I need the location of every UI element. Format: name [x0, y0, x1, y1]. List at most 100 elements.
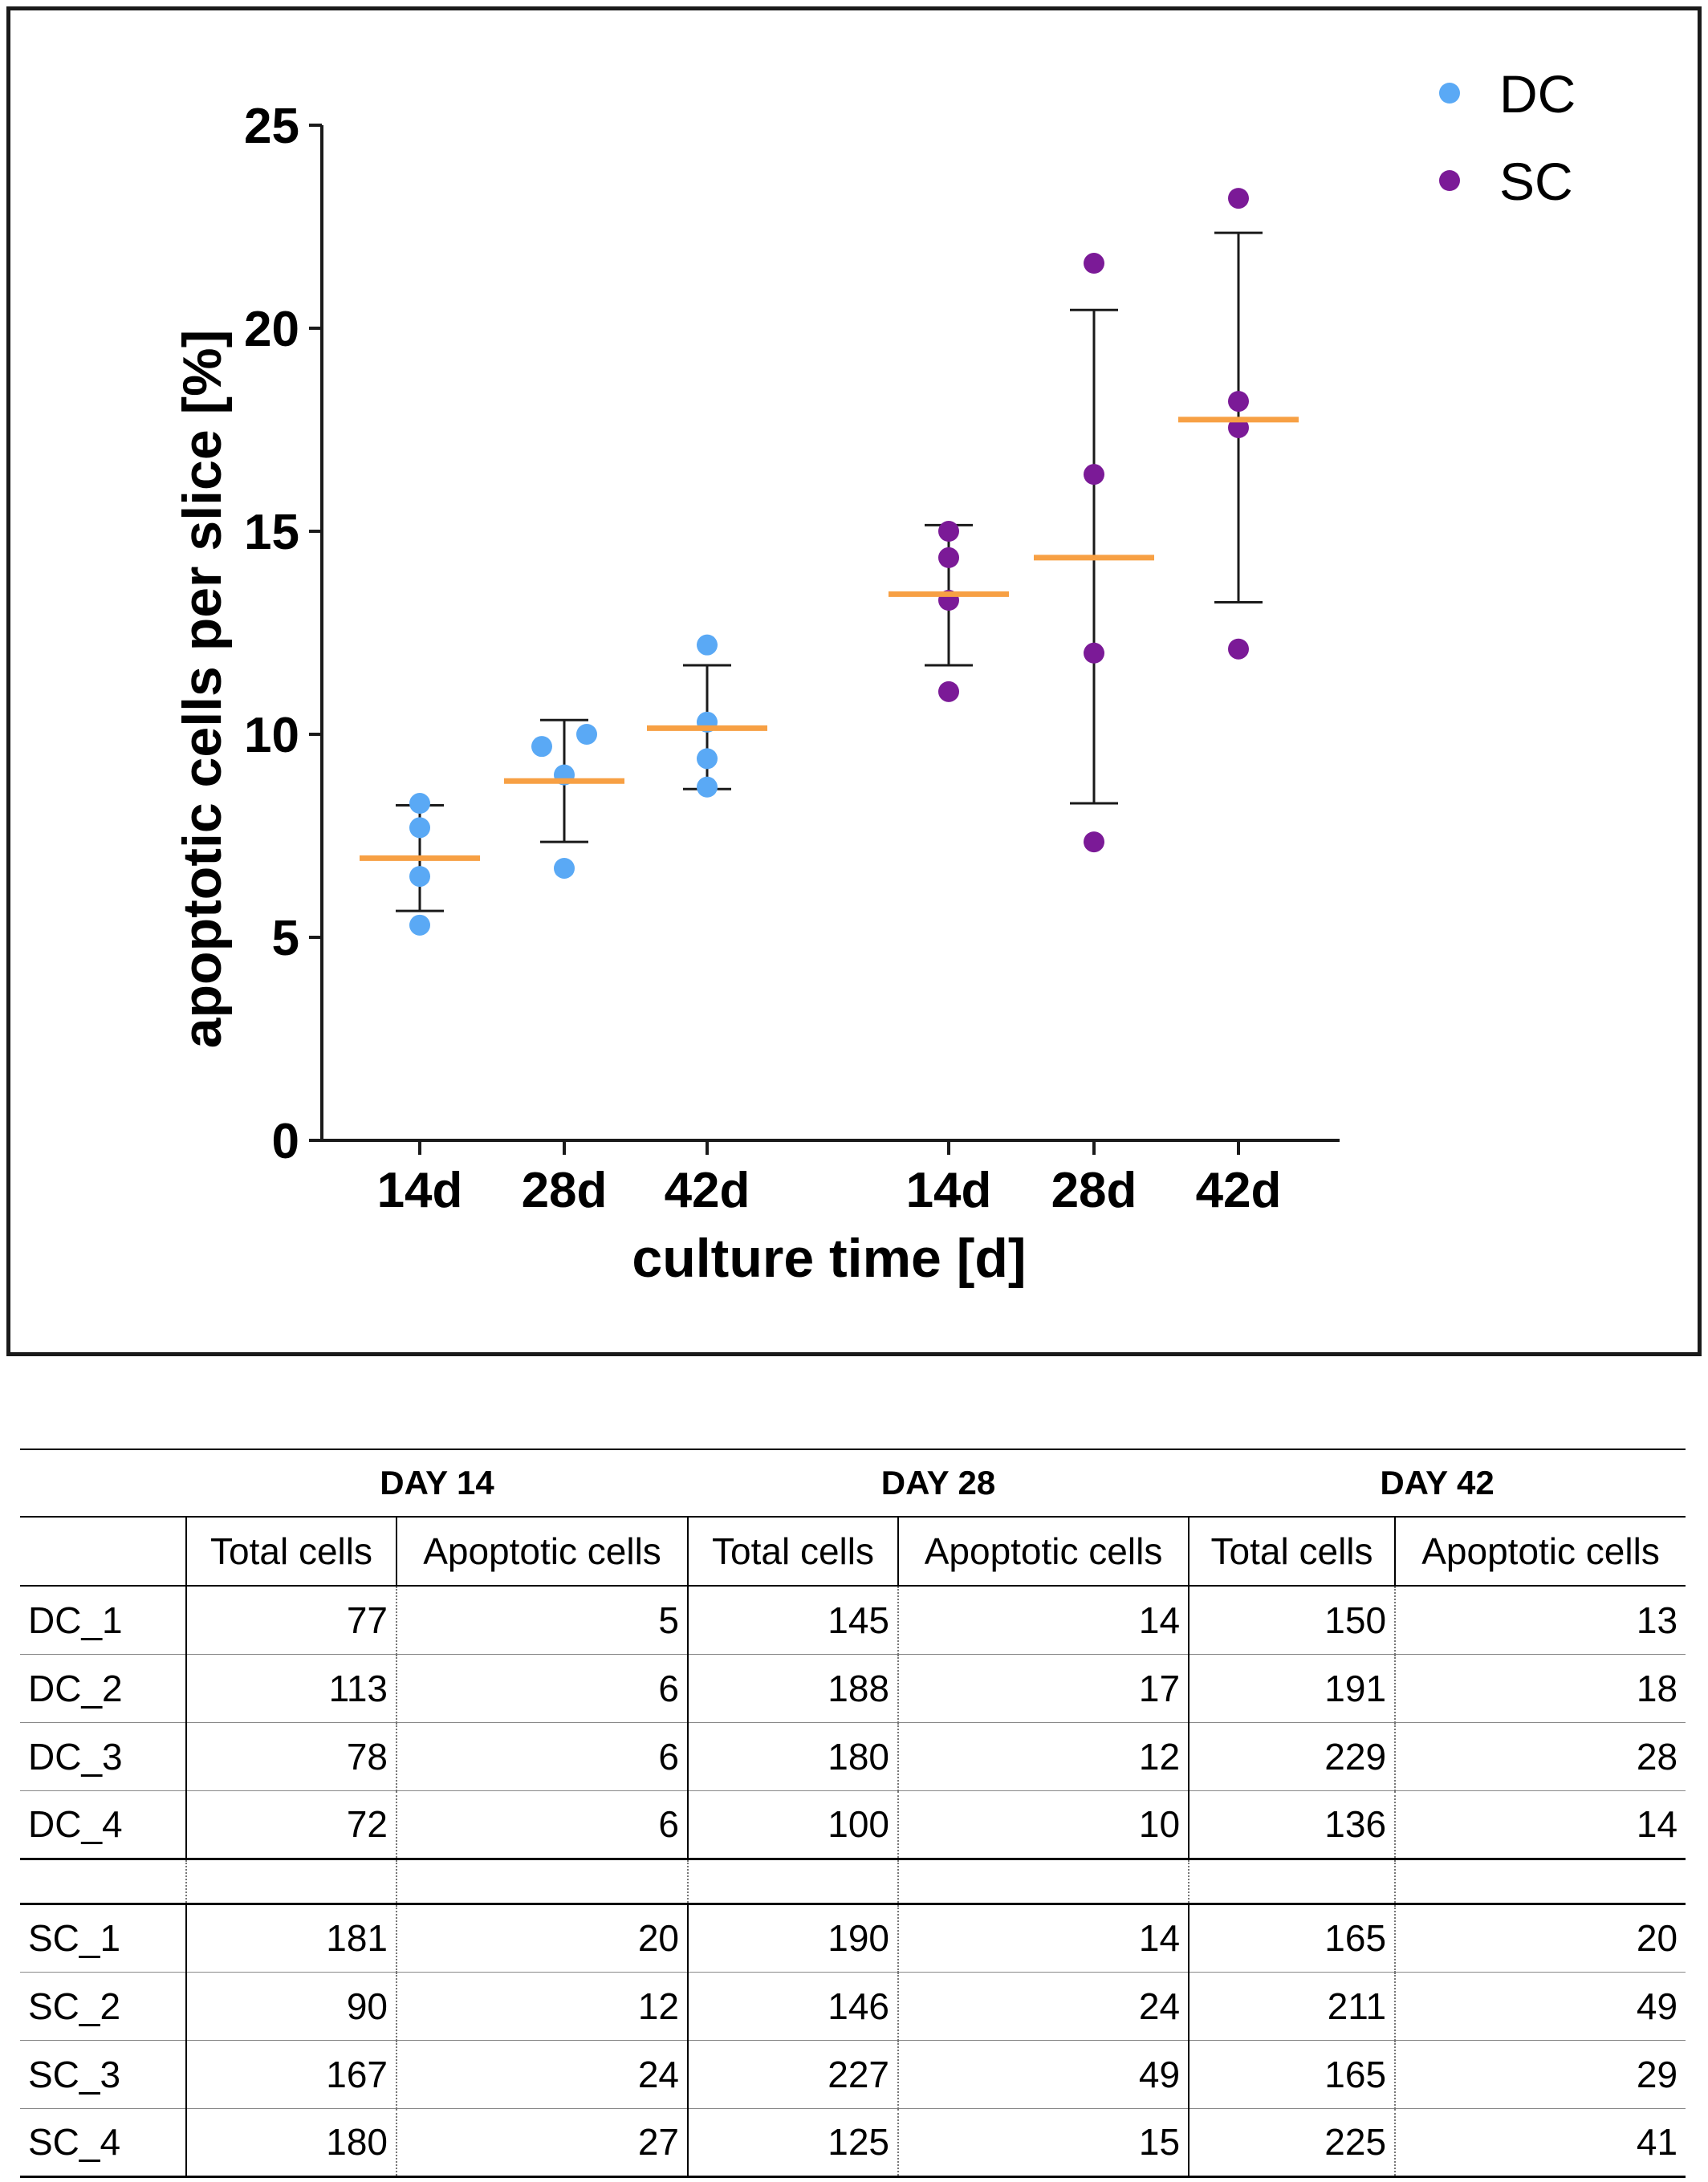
table-cell: 15 — [897, 2108, 1190, 2178]
data-point-dc — [576, 724, 597, 745]
table-cell: 165 — [1188, 1904, 1396, 1973]
y-tick-label: 15 — [244, 505, 299, 560]
spacer-cell — [1188, 1859, 1396, 1905]
y-tick-label: 25 — [244, 99, 299, 154]
data-point-sc — [1084, 253, 1104, 274]
data-point-sc — [1084, 464, 1104, 486]
data-point-dc — [409, 866, 430, 888]
table-row: DC_1 77 5 145 14 150 13 — [20, 1586, 1686, 1655]
row-label: DC_4 — [20, 1790, 186, 1860]
table-group-header: DAY 42 — [1380, 1464, 1494, 1501]
table-cell: 100 — [687, 1790, 899, 1860]
table-subheader-row: Total cells Apoptotic cells Total cells … — [20, 1517, 1686, 1586]
table-cell: 14 — [897, 1586, 1190, 1655]
table-cell: 229 — [1188, 1722, 1396, 1791]
row-label: SC_2 — [20, 1972, 186, 2041]
table-cell: 27 — [395, 2108, 689, 2178]
data-point-sc — [1228, 188, 1249, 209]
table-column-header: Apoptotic cells — [1394, 1517, 1686, 1586]
spacer-cell — [20, 1859, 186, 1905]
spacer-cell — [897, 1859, 1190, 1905]
table-row: SC_1 181 20 190 14 165 20 — [20, 1904, 1686, 1973]
table-group-header: DAY 14 — [380, 1464, 494, 1501]
spacer-cell — [687, 1859, 899, 1905]
table-cell: 78 — [185, 1722, 396, 1791]
row-label: DC_3 — [20, 1722, 186, 1791]
table-row: DC_2 113 6 188 17 191 18 — [20, 1654, 1686, 1723]
data-point-dc — [554, 857, 575, 879]
scatter-chart: 0 5 10 15 20 25 14d 28d 42d 14d 28d 42d culture time… — [172, 64, 1576, 1289]
table-row: SC_2 90 12 146 24 211 49 — [20, 1972, 1686, 2041]
table-cell: 28 — [1394, 1722, 1686, 1791]
data-point-sc — [1228, 416, 1249, 438]
table-column-header: Apoptotic cells — [897, 1517, 1190, 1586]
table-cell: 49 — [1394, 1972, 1686, 2041]
table-cell: 41 — [1394, 2108, 1686, 2178]
table-cell: 145 — [687, 1586, 899, 1655]
row-label: DC_1 — [20, 1586, 186, 1655]
table-cell: 18 — [1394, 1654, 1686, 1723]
x-tick-label: 28d — [522, 1163, 608, 1218]
row-label: DC_2 — [20, 1654, 186, 1723]
data-point-sc — [1228, 391, 1249, 412]
table-group-header-row: DAY 14 DAY 28 DAY 42 — [20, 1449, 1686, 1517]
x-axis-title: culture time [d] — [632, 1228, 1026, 1289]
table-cell: 167 — [185, 2040, 396, 2109]
y-tick-label: 10 — [244, 708, 299, 763]
table-group-header: DAY 28 — [880, 1464, 996, 1501]
table-cell: 29 — [1394, 2040, 1686, 2109]
table-cell: 49 — [897, 2040, 1190, 2109]
data-point-dc — [409, 914, 430, 936]
table-cell: 24 — [897, 1972, 1190, 2041]
table-cell: 113 — [185, 1654, 396, 1723]
cell-count-table: DAY 14 DAY 28 DAY 42 Total cells Apoptot… — [20, 1449, 1686, 2178]
table-cell: 225 — [1188, 2108, 1396, 2178]
table-cell: 17 — [897, 1654, 1190, 1723]
table-cell: 6 — [395, 1722, 689, 1791]
row-label: SC_3 — [20, 2040, 186, 2109]
table-cell: 6 — [395, 1790, 689, 1860]
table-cell: 188 — [687, 1654, 899, 1723]
table-cell: 24 — [395, 2040, 689, 2109]
table-cell: 10 — [897, 1790, 1190, 1860]
table-cell: 13 — [1394, 1586, 1686, 1655]
table-cell: 181 — [185, 1904, 396, 1973]
y-tick-label: 20 — [244, 302, 299, 357]
table-cell: 77 — [185, 1586, 396, 1655]
x-tick-label: 14d — [906, 1163, 992, 1218]
data-point-dc — [409, 793, 430, 815]
table-cell: 165 — [1188, 2040, 1396, 2109]
data-point-sc — [1084, 642, 1104, 664]
table-cell: 6 — [395, 1654, 689, 1723]
table-column-header: Total cells — [185, 1517, 396, 1586]
table-cell: 191 — [1188, 1654, 1396, 1723]
table-body: DC_1 77 5 145 14 150 13 DC_2 113 6 188 17 191 18 DC_3 7… — [20, 1586, 1686, 2178]
row-label: SC_1 — [20, 1904, 186, 1973]
x-tick-label: 28d — [1051, 1163, 1137, 1218]
table-row: SC_4 180 27 125 15 225 41 — [20, 2108, 1686, 2178]
table-cell: 150 — [1188, 1586, 1396, 1655]
legend-marker-dc — [1439, 83, 1460, 104]
table-cell: 5 — [395, 1586, 689, 1655]
x-tick-label: 14d — [377, 1163, 463, 1218]
data-point-sc — [1084, 831, 1104, 853]
row-label: SC_4 — [20, 2108, 186, 2178]
data-point-dc — [697, 748, 718, 770]
data-point-sc — [938, 521, 959, 542]
table-cell: 180 — [687, 1722, 899, 1791]
data-point-dc — [697, 634, 718, 656]
data-point-sc — [938, 547, 959, 568]
table-cell: 72 — [185, 1790, 396, 1860]
spacer-cell — [395, 1859, 689, 1905]
table-cell: 12 — [897, 1722, 1190, 1791]
table-cell: 211 — [1188, 1972, 1396, 2041]
data-point-dc — [409, 817, 430, 839]
spacer-cell — [185, 1859, 396, 1905]
table-row: SC_3 167 24 227 49 165 29 — [20, 2040, 1686, 2109]
spacer-cell — [1394, 1859, 1686, 1905]
data-point-sc — [938, 681, 959, 702]
table-cell: 136 — [1188, 1790, 1396, 1860]
table-cell: 146 — [687, 1972, 899, 2041]
x-tick-label: 42d — [1196, 1163, 1282, 1218]
legend-marker-sc — [1439, 170, 1460, 191]
